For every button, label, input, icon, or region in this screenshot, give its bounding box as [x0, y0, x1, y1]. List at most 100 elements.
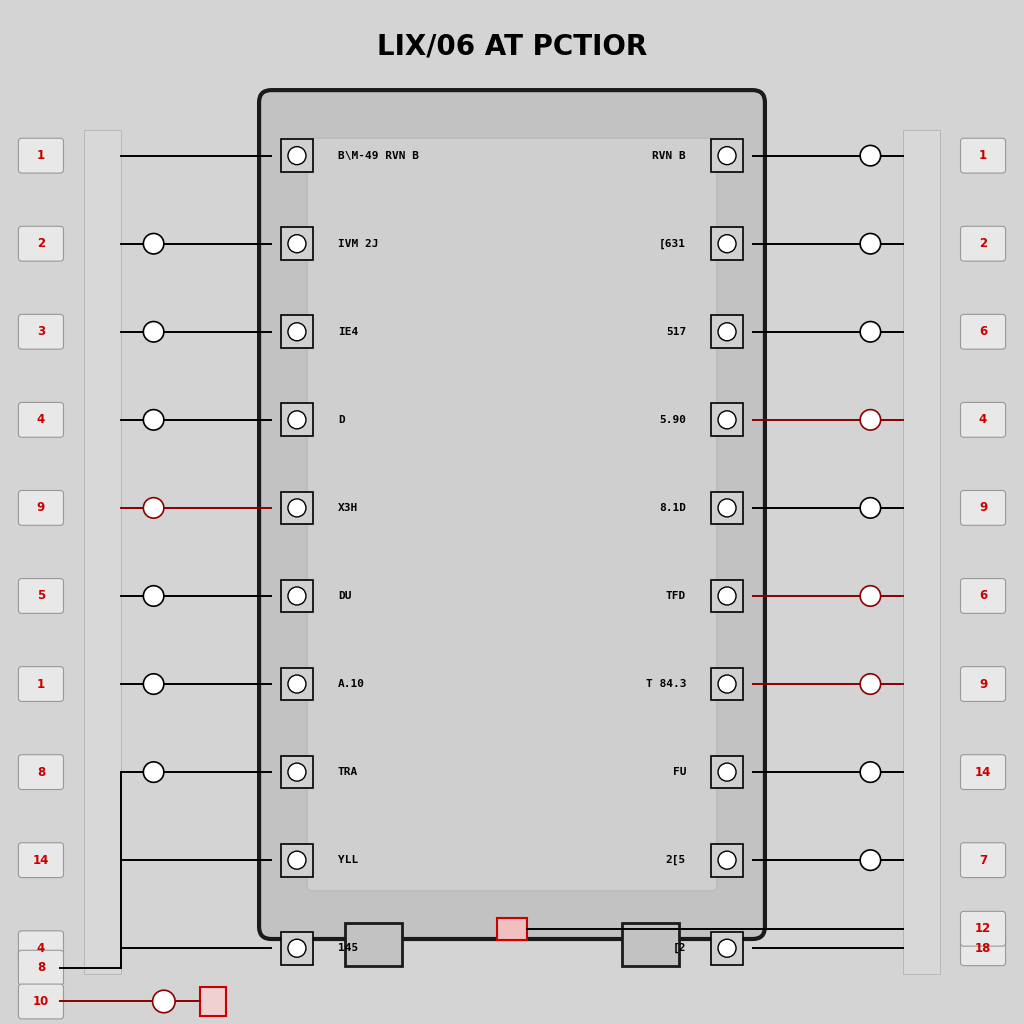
Bar — [200, 987, 226, 1016]
FancyBboxPatch shape — [961, 931, 1006, 966]
Text: 6: 6 — [979, 326, 987, 338]
Circle shape — [143, 233, 164, 254]
Circle shape — [288, 675, 306, 693]
Text: A.10: A.10 — [338, 679, 365, 689]
FancyBboxPatch shape — [18, 402, 63, 437]
Bar — [497, 918, 527, 940]
Text: DU: DU — [338, 591, 351, 601]
Circle shape — [143, 322, 164, 342]
Text: 4: 4 — [37, 414, 45, 426]
Text: 18: 18 — [975, 942, 991, 954]
Circle shape — [860, 233, 881, 254]
FancyBboxPatch shape — [18, 843, 63, 878]
Bar — [281, 844, 313, 877]
Text: 1: 1 — [37, 678, 45, 690]
Circle shape — [288, 587, 306, 605]
Text: 8: 8 — [37, 766, 45, 778]
Text: IE4: IE4 — [338, 327, 358, 337]
Circle shape — [288, 851, 306, 869]
Text: T 84.3: T 84.3 — [645, 679, 686, 689]
FancyBboxPatch shape — [18, 226, 63, 261]
Text: 8.1D: 8.1D — [659, 503, 686, 513]
FancyBboxPatch shape — [961, 314, 1006, 349]
Circle shape — [143, 586, 164, 606]
Circle shape — [143, 674, 164, 694]
Circle shape — [143, 762, 164, 782]
Circle shape — [718, 675, 736, 693]
Bar — [622, 923, 679, 966]
FancyBboxPatch shape — [18, 984, 63, 1019]
Circle shape — [718, 323, 736, 341]
Circle shape — [718, 411, 736, 429]
FancyBboxPatch shape — [961, 226, 1006, 261]
Circle shape — [288, 939, 306, 957]
Text: 12: 12 — [975, 923, 991, 935]
FancyBboxPatch shape — [961, 843, 1006, 878]
Text: 9: 9 — [37, 502, 45, 514]
Text: 3: 3 — [37, 326, 45, 338]
Circle shape — [288, 411, 306, 429]
Bar — [711, 227, 743, 260]
Text: RVN B: RVN B — [652, 151, 686, 161]
FancyBboxPatch shape — [18, 138, 63, 173]
Text: [2: [2 — [673, 943, 686, 953]
FancyBboxPatch shape — [18, 490, 63, 525]
Circle shape — [718, 234, 736, 253]
Text: 5: 5 — [37, 590, 45, 602]
Text: 145: 145 — [338, 943, 358, 953]
Circle shape — [860, 145, 881, 166]
Bar — [281, 492, 313, 524]
Text: 9: 9 — [979, 502, 987, 514]
Bar — [903, 130, 940, 974]
FancyBboxPatch shape — [18, 314, 63, 349]
Text: 1: 1 — [979, 150, 987, 162]
Bar — [281, 756, 313, 788]
Circle shape — [153, 990, 175, 1013]
Bar — [711, 932, 743, 965]
Bar — [711, 492, 743, 524]
Bar — [281, 932, 313, 965]
Text: 14: 14 — [975, 766, 991, 778]
FancyBboxPatch shape — [961, 402, 1006, 437]
Text: [631: [631 — [659, 239, 686, 249]
Text: 6: 6 — [979, 590, 987, 602]
Bar — [281, 227, 313, 260]
Text: 5.90: 5.90 — [659, 415, 686, 425]
Circle shape — [288, 146, 306, 165]
Circle shape — [288, 763, 306, 781]
Circle shape — [288, 499, 306, 517]
Text: B\M-49 RVN B: B\M-49 RVN B — [338, 151, 419, 161]
Text: 4: 4 — [979, 414, 987, 426]
Text: 2: 2 — [979, 238, 987, 250]
Text: LIX/06 AT PCTIOR: LIX/06 AT PCTIOR — [377, 32, 647, 60]
Bar — [711, 315, 743, 348]
Text: 2[5: 2[5 — [666, 855, 686, 865]
Circle shape — [860, 674, 881, 694]
Circle shape — [718, 851, 736, 869]
Circle shape — [718, 939, 736, 957]
Text: YLL: YLL — [338, 855, 358, 865]
FancyBboxPatch shape — [259, 90, 765, 939]
Bar — [281, 668, 313, 700]
Circle shape — [860, 498, 881, 518]
Text: 1: 1 — [37, 150, 45, 162]
Circle shape — [288, 234, 306, 253]
FancyBboxPatch shape — [961, 138, 1006, 173]
FancyBboxPatch shape — [18, 667, 63, 701]
FancyBboxPatch shape — [961, 490, 1006, 525]
Bar — [281, 403, 313, 436]
Circle shape — [718, 499, 736, 517]
Text: 9: 9 — [979, 678, 987, 690]
FancyBboxPatch shape — [18, 579, 63, 613]
Bar — [281, 139, 313, 172]
Circle shape — [860, 762, 881, 782]
FancyBboxPatch shape — [18, 755, 63, 790]
Text: TFD: TFD — [666, 591, 686, 601]
Bar — [711, 580, 743, 612]
Text: D: D — [338, 415, 345, 425]
Circle shape — [860, 410, 881, 430]
FancyBboxPatch shape — [18, 931, 63, 966]
Circle shape — [718, 763, 736, 781]
Bar — [711, 403, 743, 436]
Text: 14: 14 — [33, 854, 49, 866]
